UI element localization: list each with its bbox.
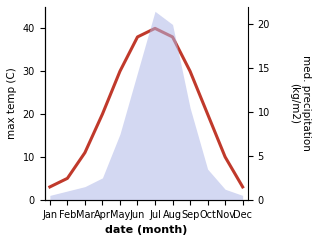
Y-axis label: med. precipitation
(kg/m2): med. precipitation (kg/m2) xyxy=(289,55,311,151)
Y-axis label: max temp (C): max temp (C) xyxy=(7,68,17,139)
X-axis label: date (month): date (month) xyxy=(105,225,187,235)
